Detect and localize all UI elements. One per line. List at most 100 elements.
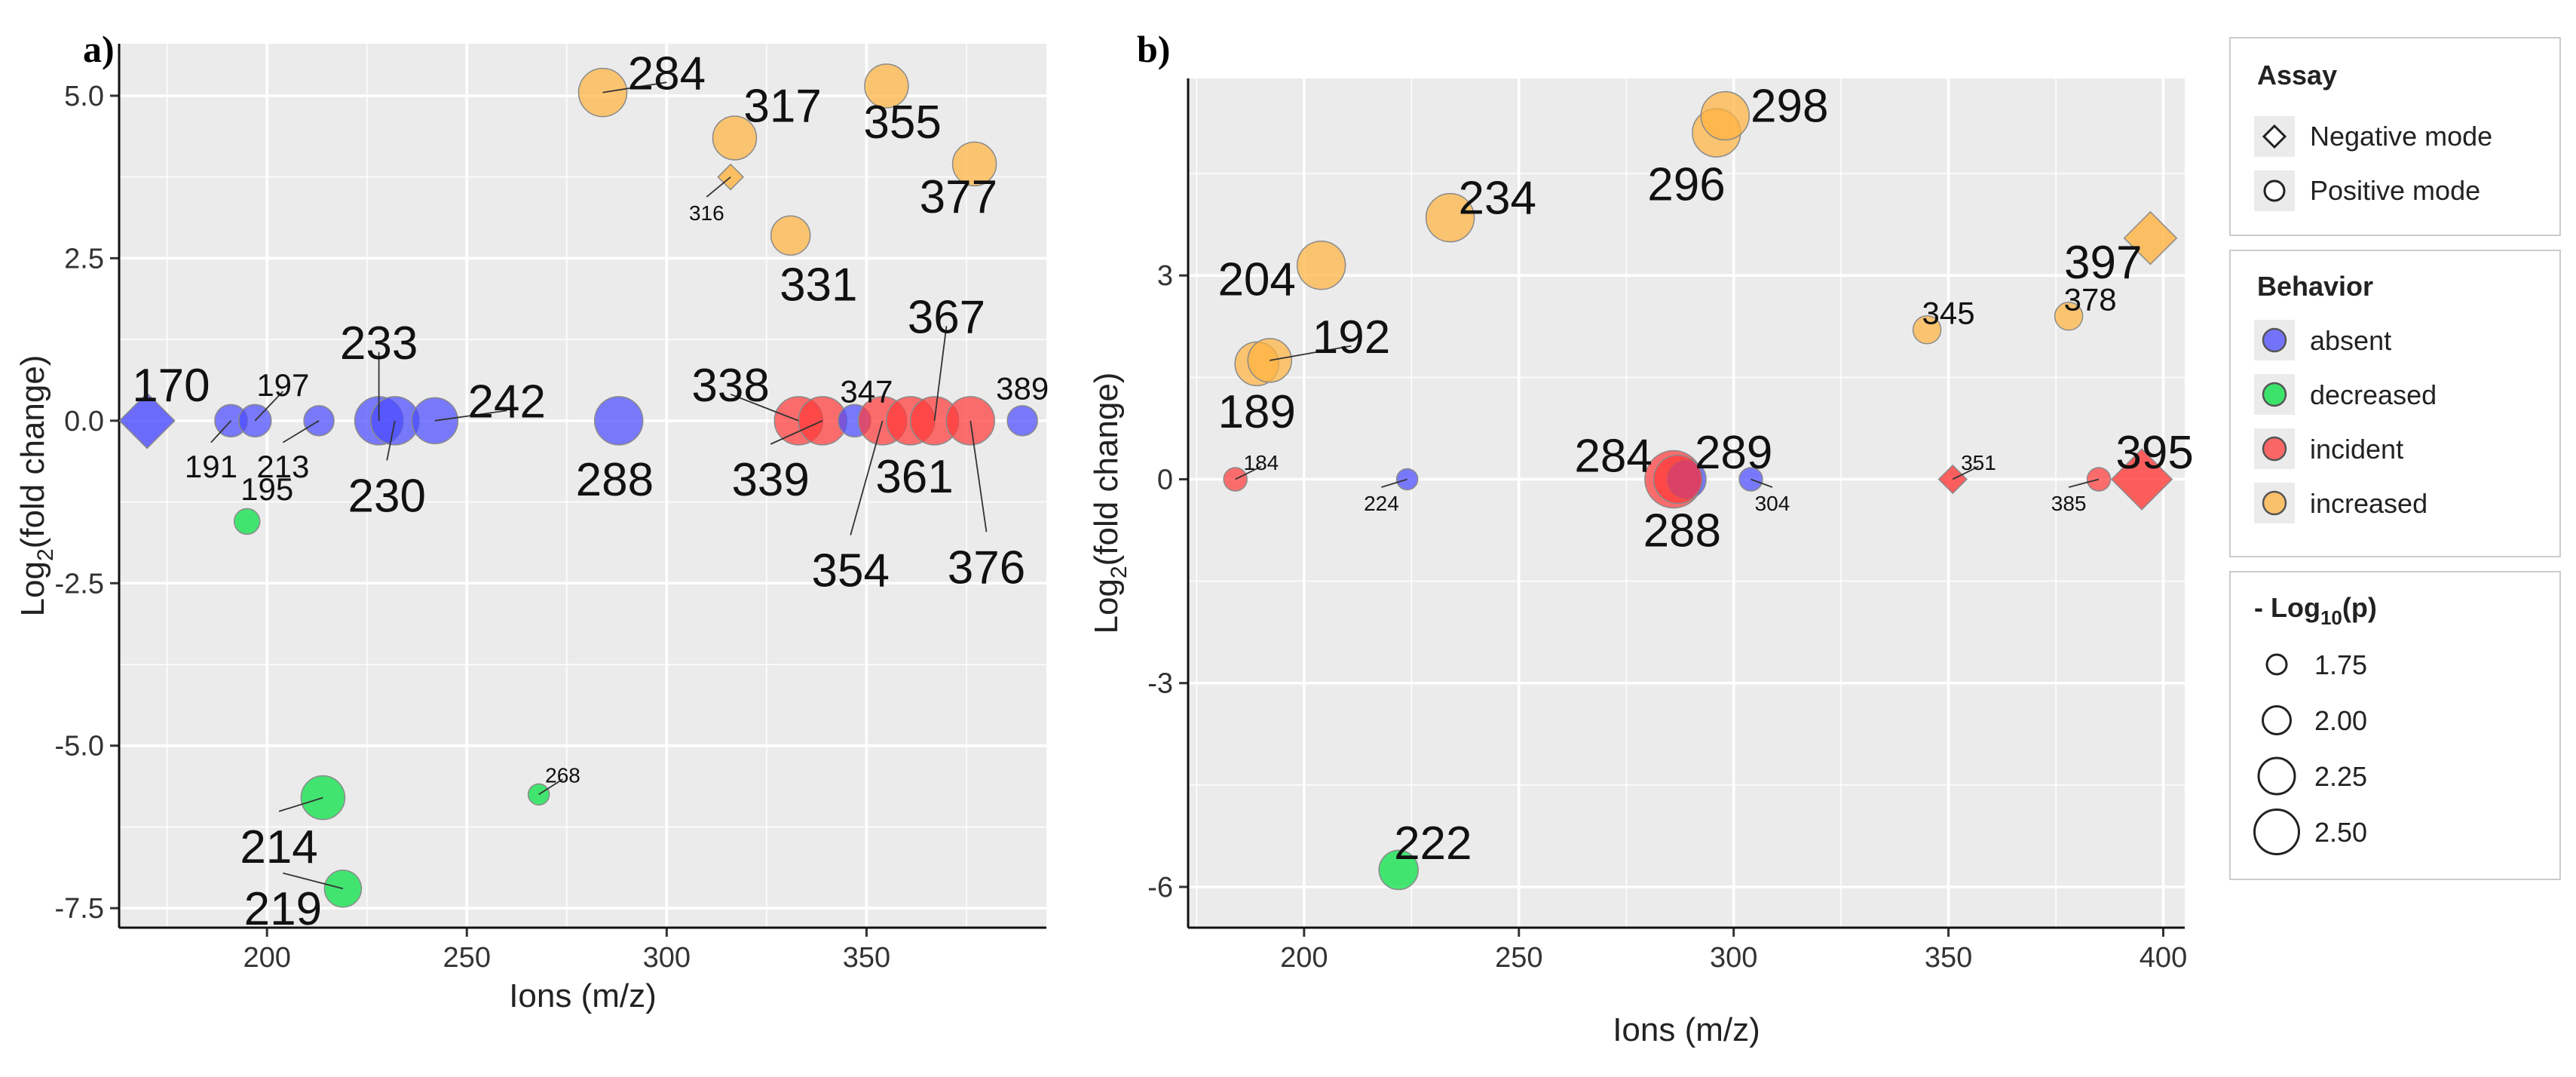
panel-b-point-345 <box>1912 315 1942 345</box>
panel-b-x-tick-label-2: 300 <box>1710 942 1757 974</box>
panel-a-point-213-label: 213 <box>256 449 309 484</box>
panel-b-point-labels: 184 224 284 289 288 304 351 385 395 222 189 192 204 2… <box>1218 81 2193 870</box>
panel-a-point-195-label: 195 <box>240 471 293 507</box>
panel-a-point-338-leader <box>730 393 799 422</box>
panel-a-point-242-label: 242 <box>468 376 546 428</box>
panel-a-marks <box>118 63 1038 908</box>
panel-a-point-361-label: 361 <box>875 451 953 503</box>
panel-a-point-268-leader <box>538 778 563 796</box>
panel-a-point-labels: 170 191 197 213 233 230 242 288 338 339 347 354 361 3… <box>132 48 1049 934</box>
legend-circle-icon <box>2263 180 2286 202</box>
panel-a-x-tick-label-2: 300 <box>643 942 691 974</box>
panel-a-point-170-label: 170 <box>132 360 210 412</box>
panel-b-point-351-label: 351 <box>1961 451 1996 474</box>
panel-b-point-204 <box>1296 240 1346 290</box>
panel-a-plot-area <box>119 44 1046 928</box>
panel-a-y-tick-label-4: -5.0 <box>55 731 104 762</box>
legend-size-label-1: 2.00 <box>2314 705 2367 736</box>
panel-a-point-376-label: 376 <box>948 542 1025 594</box>
panel-b-gridlines <box>1188 78 2185 928</box>
panel-a-point-170 <box>118 392 176 450</box>
legend-assay: Assay Negative mode Positive mode <box>2229 37 2561 236</box>
panel-b-axes: 200 250 300 350 400 3 0 -3 -6 <box>1147 78 2187 974</box>
legend-behavior-label-increased: increased <box>2310 488 2427 519</box>
panel-a-point-213-leader <box>282 420 320 443</box>
panel-a-point-219-label: 219 <box>244 883 322 935</box>
panel-b-point-288-label: 288 <box>1643 505 1721 557</box>
panel-a-point-367-label: 367 <box>908 292 985 344</box>
legend-behavior-items: absent decreased incident increased <box>2254 320 2437 523</box>
panel-b-x-axis-title: Ions (m/z) <box>1613 1011 1760 1048</box>
panel-a-point-317 <box>712 115 758 161</box>
panel-a-axes: 200 250 300 350 5.0 2.5 0.0 -2.5 -5.0 -7.5 <box>55 44 1046 974</box>
panel-a-point-214-leader <box>278 796 323 812</box>
legend-size-title-tail: (p) <box>2342 592 2377 623</box>
panel-a-y-tick-label-1: 2.5 <box>64 243 104 275</box>
legend-size-title-sub: 10 <box>2320 606 2342 629</box>
panel-a-point-288 <box>593 396 644 446</box>
panel-b-y-title-main: Log <box>1088 578 1125 634</box>
panel-a-point-338-label: 338 <box>691 360 769 412</box>
panel-b-point-385-leader <box>2068 478 2100 488</box>
panel-b-x-tick-label-4: 400 <box>2140 942 2187 974</box>
legend-assay-title: Assay <box>2257 60 2337 91</box>
panel-b-point-192-leader <box>1270 345 1352 361</box>
panel-a-point-331 <box>770 215 811 256</box>
panel-a-y-tick-label-3: -2.5 <box>55 568 104 600</box>
panel-a-y-tick-label-5: -7.5 <box>55 893 104 925</box>
panel-b-point-345-label: 345 <box>1922 295 1975 330</box>
panel-b-point-288 <box>1652 454 1703 505</box>
legend-size-label-2: 2.25 <box>2314 761 2367 792</box>
legend-size-label-3: 2.50 <box>2314 817 2367 848</box>
panel-b-point-298-label: 298 <box>1751 81 1828 133</box>
legend-absent-swatch-icon <box>2262 327 2287 353</box>
panel-a-point-284-label: 284 <box>628 48 706 100</box>
panel-b-x-tick-label-1: 250 <box>1495 942 1542 974</box>
panel-a-point-230-leader <box>386 420 396 461</box>
panel-b-x-tick-label-0: 200 <box>1280 942 1328 974</box>
legend-size-circle-icon-0 <box>2265 653 2288 676</box>
legend-incident-swatch-icon <box>2262 436 2287 462</box>
panel-b-point-234 <box>1425 192 1475 243</box>
panel-b-point-296-label: 296 <box>1647 158 1725 210</box>
panel-a-x-tick-label-1: 250 <box>443 942 491 974</box>
panel-b-point-284-label: 284 <box>1574 431 1652 483</box>
panel-a-point-354-leader <box>850 420 884 535</box>
panel-a-point-214-label: 214 <box>240 821 317 873</box>
legend-diamond-icon <box>2262 124 2287 149</box>
legend-behavior-title: Behavior <box>2257 271 2373 302</box>
panel-a-y-title-main: Log <box>14 561 51 616</box>
panel-b-y-title-sub: 2 <box>1107 566 1132 578</box>
legend-size-circle-icon-3 <box>2253 809 2300 855</box>
panel-b-point-378 <box>2054 302 2084 331</box>
panel-b-point-351-leader <box>1952 465 1979 480</box>
panel-b-y-tick-label-1: 0 <box>1157 464 1173 496</box>
panel-b-point-184-leader <box>1235 465 1262 480</box>
panel-b-y-tick-label-3: -6 <box>1147 872 1173 904</box>
panel-a-point-389-label: 389 <box>996 370 1049 406</box>
panel-a-point-191-leader <box>210 420 232 443</box>
legend-behavior-label-incident: incident <box>2310 434 2403 465</box>
panel-b-y-tick-label-2: -3 <box>1147 668 1173 700</box>
panel-b-point-204-label: 204 <box>1218 253 1295 305</box>
legend-size-title: - Log10(p) <box>2254 592 2377 629</box>
panel-a-point-316-label: 316 <box>689 201 724 225</box>
panel-b-point-234-label: 234 <box>1459 172 1536 224</box>
panel-a-x-axis-title: Ions (m/z) <box>509 977 657 1014</box>
panel-a-y-tick-label-0: 5.0 <box>64 81 104 112</box>
panel-a-point-339-leader <box>770 420 823 445</box>
panel-a-point-197-label: 197 <box>256 367 309 403</box>
legend-assay-label-0: Negative mode <box>2310 121 2492 152</box>
legend-behavior-label-absent: absent <box>2310 325 2391 356</box>
panel-b-point-395 <box>2110 448 2173 511</box>
panel-b-point-298 <box>1700 91 1751 141</box>
panel-a-point-219-leader <box>283 872 344 890</box>
panel-a-point-197-leader <box>254 391 284 422</box>
panel-a-point-316-leader <box>706 176 731 198</box>
legend-size-circle-icon-2 <box>2257 756 2296 796</box>
panel-a-point-233-label: 233 <box>340 318 418 370</box>
panel-b-point-289-label: 289 <box>1695 427 1772 479</box>
panel-b-x-tick-label-3: 350 <box>1925 942 1972 974</box>
panel-a-point-284-leader <box>602 81 667 94</box>
legend-increased-swatch-icon <box>2262 490 2287 516</box>
